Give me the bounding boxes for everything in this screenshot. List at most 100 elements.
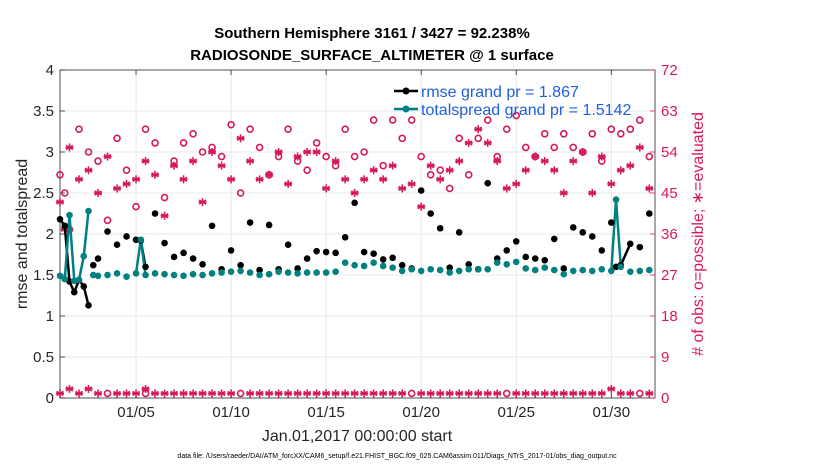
rmse-point xyxy=(360,248,368,256)
chart-title-line1: Southern Hemisphere 3161 / 3427 = 92.238… xyxy=(214,25,530,42)
rmse-point xyxy=(104,228,111,235)
rmse-point xyxy=(455,229,463,236)
spread-point xyxy=(550,266,558,274)
obs-evaluated-marker xyxy=(445,389,454,398)
legend-rmse-label: rmse grand pr = 1.867 xyxy=(421,84,579,101)
rmse-point xyxy=(550,235,558,243)
right-axis-ticks: 0 9 18 27 36 45 54 63 72 xyxy=(650,62,678,407)
obs-evaluated-marker xyxy=(312,389,321,398)
spread-point xyxy=(569,267,577,275)
rmse-point xyxy=(569,224,577,231)
obs-evaluated-marker xyxy=(569,389,578,398)
obs-possible-marker xyxy=(122,166,131,175)
spread-point xyxy=(322,269,330,276)
obs-evaluated-marker xyxy=(227,175,236,184)
rmse-point xyxy=(351,199,358,207)
obs-evaluated-marker xyxy=(227,389,236,398)
obs-evaluated-marker xyxy=(588,389,597,398)
rmse-point xyxy=(579,229,587,236)
spread-point xyxy=(80,252,88,260)
rmse-point xyxy=(208,222,216,230)
obs-evaluated-marker xyxy=(84,166,93,175)
rmse-point xyxy=(370,250,377,257)
obs-evaluated-marker xyxy=(265,389,274,398)
rmse-point xyxy=(189,255,197,262)
x-tick-label: 01/15 xyxy=(307,404,345,421)
rmse-point xyxy=(322,248,330,256)
y-left-tick-label: 1 xyxy=(46,308,54,325)
y-right-tick-label: 27 xyxy=(661,267,678,284)
rmse-point xyxy=(80,283,88,290)
legend-rmse-marker xyxy=(402,87,410,95)
obs-possible-marker xyxy=(616,129,625,138)
spread-point xyxy=(61,275,69,283)
obs-evaluated-marker xyxy=(635,143,644,152)
obs-evaluated-marker xyxy=(550,166,559,175)
rmse-point xyxy=(294,265,301,272)
obs-possible-marker xyxy=(284,125,292,134)
obs-evaluated-marker xyxy=(189,389,198,398)
spread-point xyxy=(408,265,415,273)
rmse-point xyxy=(436,224,444,232)
obs-evaluated-marker xyxy=(160,211,169,220)
obs-evaluated-marker xyxy=(113,389,122,398)
obs-evaluated-marker xyxy=(426,161,435,170)
obs-evaluated-marker xyxy=(493,157,502,166)
obs-evaluated-marker xyxy=(597,152,606,161)
y-left-tick-label: 0.5 xyxy=(33,349,54,366)
spread-point xyxy=(123,273,130,280)
obs-evaluated-marker xyxy=(341,389,350,398)
obs-evaluated-marker xyxy=(122,389,131,398)
obs-evaluated-marker xyxy=(445,166,454,175)
rmse-point xyxy=(379,256,387,263)
rmse-point xyxy=(598,247,606,254)
rmse-point xyxy=(142,263,149,271)
obs-possible-marker xyxy=(341,125,349,134)
obs-evaluated-marker xyxy=(578,389,587,398)
spread-point xyxy=(208,270,216,277)
obs-possible-marker xyxy=(179,139,188,147)
obs-possible-marker xyxy=(189,129,197,138)
spread-point xyxy=(246,269,254,276)
x-tick-label: 01/05 xyxy=(117,404,155,421)
spread-point xyxy=(645,266,653,274)
spread-point xyxy=(503,261,511,268)
obs-possible-marker xyxy=(540,129,549,138)
rmse-point xyxy=(522,253,530,261)
legend-spread-marker xyxy=(402,105,410,113)
obs-evaluated-marker xyxy=(464,389,473,398)
spread-point xyxy=(626,268,634,276)
rmse-point xyxy=(227,247,235,254)
rmse-point xyxy=(284,241,292,248)
rmse-point xyxy=(531,255,539,262)
spread-point xyxy=(379,262,387,270)
x-axis-label: Jan.01,2017 00:00:00 start xyxy=(262,428,453,445)
spread-point xyxy=(360,262,368,270)
obs-evaluated-marker xyxy=(350,389,359,398)
obs-evaluated-marker xyxy=(293,152,302,161)
y-right-tick-label: 63 xyxy=(661,103,678,120)
rmse-point xyxy=(113,241,121,248)
obs-evaluated-marker xyxy=(103,152,112,161)
obs-evaluated-marker xyxy=(616,166,625,175)
y-axis-right-label: # of obs: o=possible; ∗=evaluated xyxy=(690,112,707,356)
rmse-point xyxy=(61,222,69,230)
rmse-point xyxy=(465,261,473,268)
rmse-point xyxy=(541,256,549,264)
spread-point xyxy=(189,270,197,278)
spread-point xyxy=(142,271,149,279)
obs-evaluated-marker xyxy=(531,152,540,161)
spread-point xyxy=(465,265,473,273)
spread-point xyxy=(541,264,549,271)
rmse-point xyxy=(199,261,206,268)
obs-possible-marker xyxy=(502,389,511,398)
rmse-point xyxy=(85,302,92,309)
obs-evaluated-marker xyxy=(436,389,445,398)
chart-title-line2: RADIOSONDE_SURFACE_ALTIMETER @ 1 surface xyxy=(190,47,554,64)
rmse-point xyxy=(89,261,97,269)
obs-possible-marker xyxy=(445,184,454,193)
spread-point xyxy=(436,266,444,274)
y-left-tick-label: 3.5 xyxy=(33,103,54,120)
x-tick-label: 01/10 xyxy=(212,404,250,421)
